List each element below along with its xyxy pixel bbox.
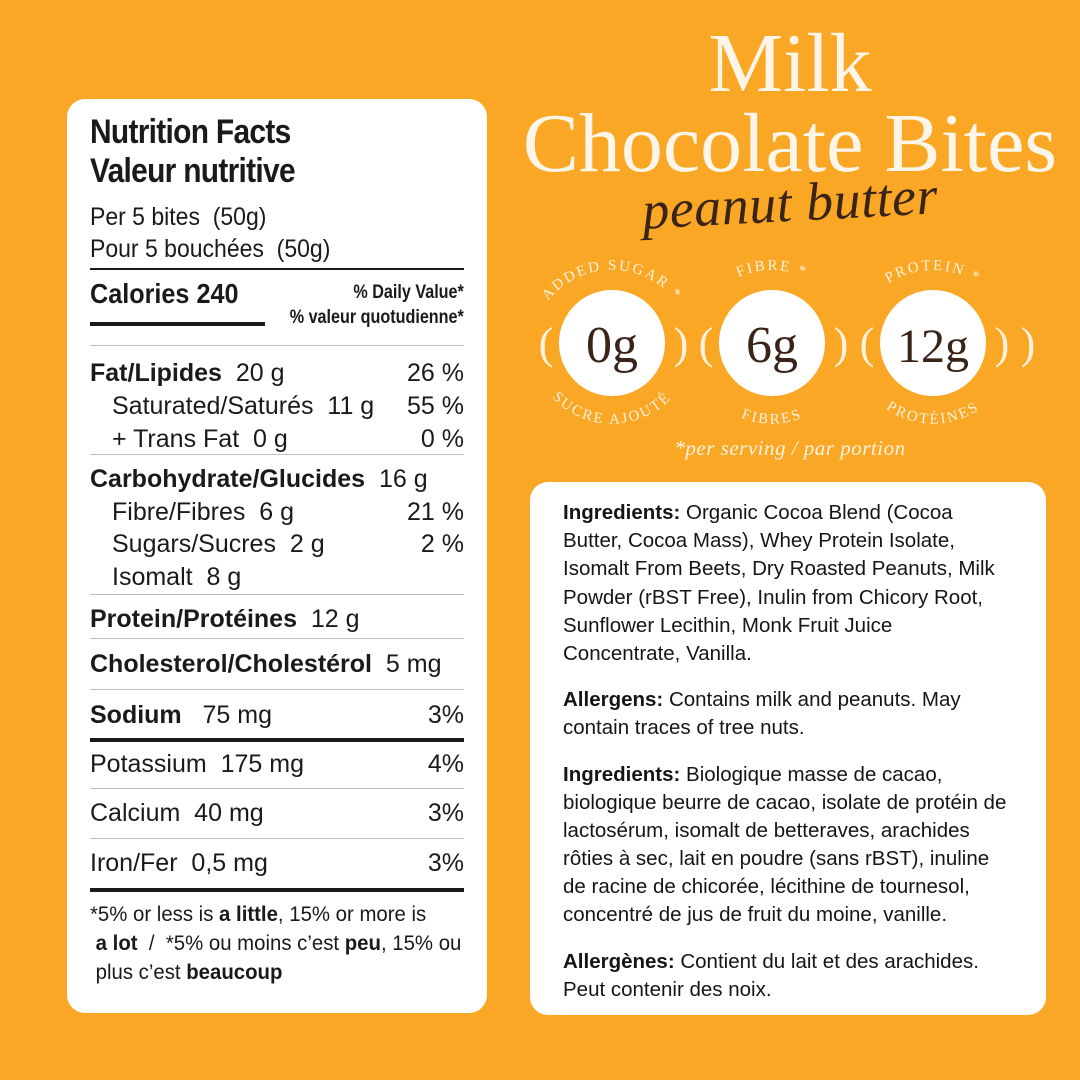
svg-text:0g: 0g: [586, 317, 638, 374]
svg-text:12g: 12g: [897, 320, 969, 373]
svg-text:(: (: [860, 319, 875, 368]
svg-text:PROTÉINES: PROTÉINES: [884, 399, 983, 428]
svg-text:): ): [674, 319, 689, 368]
svg-text:6g: 6g: [746, 317, 798, 374]
svg-text:FIBRE *: FIBRE *: [734, 258, 810, 281]
svg-text:FIBRES: FIBRES: [739, 406, 804, 428]
svg-text:): ): [834, 319, 849, 368]
svg-text:(: (: [539, 319, 554, 368]
svg-text:(: (: [699, 319, 714, 368]
svg-text:): ): [995, 319, 1010, 368]
svg-text:PROTEIN *: PROTEIN *: [882, 258, 983, 287]
svg-text:): ): [1021, 319, 1036, 368]
